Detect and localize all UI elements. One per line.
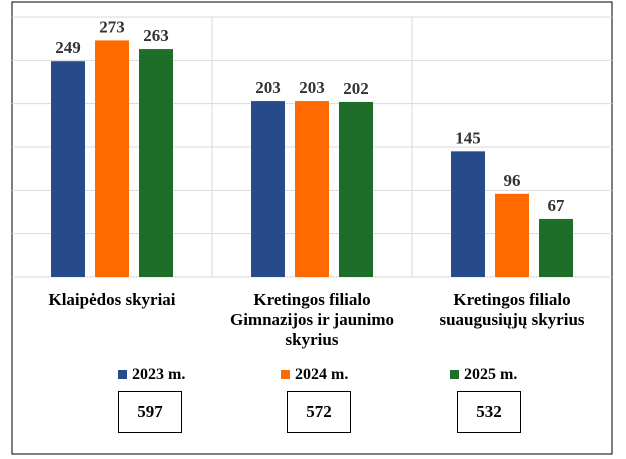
bar — [339, 101, 373, 277]
bar — [251, 101, 285, 277]
x-tick-label: Kretingos filialo suaugusiųjų skyrius — [439, 290, 585, 329]
data-label: 67 — [548, 196, 566, 215]
legend-label: 2025 m. — [464, 366, 518, 383]
legend-item: 2024 m. — [281, 366, 348, 384]
legend-swatch — [450, 370, 459, 379]
bar — [295, 101, 329, 277]
bar — [51, 61, 85, 278]
total-box: 572 — [287, 391, 351, 433]
legend-swatch — [118, 370, 127, 379]
data-label: 249 — [55, 38, 81, 57]
data-label: 203 — [255, 78, 281, 97]
data-label: 145 — [455, 128, 481, 147]
legend-item: 2025 m. — [450, 366, 517, 384]
x-tick-label: Kretingos filialo Gimnazijos ir jaunimo … — [229, 290, 395, 349]
total-box: 532 — [457, 391, 521, 433]
frame — [11, 1, 613, 455]
data-label: 202 — [343, 79, 369, 98]
data-label: 96 — [504, 171, 521, 190]
data-label: 203 — [299, 78, 325, 97]
legend-label: 2024 m. — [295, 366, 349, 383]
bar — [95, 40, 129, 278]
legend-item: 2023 m. — [118, 366, 185, 384]
bar — [139, 49, 173, 277]
x-tick-label: Klaipėdos skyriai — [48, 290, 176, 309]
data-label: 263 — [143, 26, 169, 45]
legend-label: 2023 m. — [132, 366, 186, 383]
bar — [451, 151, 485, 277]
bar — [539, 218, 573, 277]
data-label: 273 — [99, 17, 125, 36]
total-box: 597 — [118, 391, 182, 433]
legend-swatch — [281, 370, 290, 379]
bar — [495, 193, 529, 277]
